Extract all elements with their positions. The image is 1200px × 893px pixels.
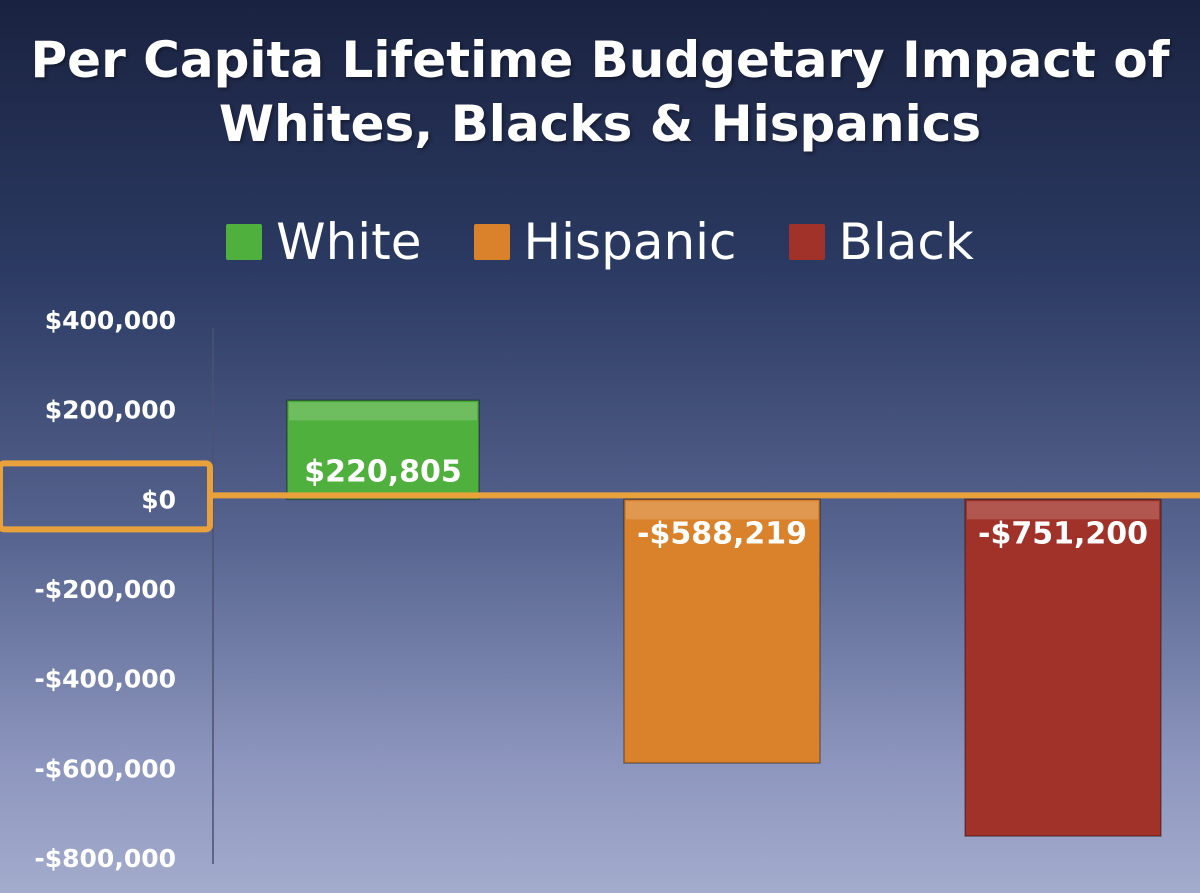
zero-highlight (0, 460, 1200, 533)
legend-swatch-hispanic (473, 224, 510, 260)
bar-shine-hispanic (626, 501, 818, 520)
legend-item-hispanic: Hispanic (473, 212, 737, 272)
bars (286, 399, 1162, 837)
chart-title-line-2: Whites, Blacks & Hispanics (218, 95, 982, 153)
legend-swatch-black (788, 224, 825, 260)
data-label-black: -$751,200 (978, 516, 1148, 551)
y-tick-label: -$600,000 (34, 754, 176, 783)
data-label-hispanic: -$588,219 (637, 516, 807, 551)
y-axis: $400,000 $200,000 $0 -$200,000 -$400,000 -$60… (34, 306, 214, 873)
legend-item-white: White (226, 212, 422, 272)
legend: White Hispanic Black (0, 210, 1200, 274)
legend-label-white: White (276, 213, 422, 271)
y-tick-label: -$400,000 (34, 665, 176, 694)
legend-label-hispanic: Hispanic (523, 213, 737, 271)
bar-hispanic (623, 498, 821, 764)
data-label-white: $220,805 (304, 454, 462, 489)
chart-title-line-1: Per Capita Lifetime Budgetary Impact of (30, 31, 1170, 89)
bar-shine-black (967, 501, 1159, 520)
y-tick-label: $0 (141, 485, 176, 514)
chart-title: Per Capita Lifetime Budgetary Impact of … (0, 28, 1200, 156)
y-tick-label: $400,000 (45, 306, 176, 335)
y-tick-label: $200,000 (45, 396, 176, 425)
legend-item-black: Black (788, 212, 974, 272)
legend-label-black: Black (838, 213, 974, 271)
legend-swatch-white (226, 224, 263, 260)
bar-black (964, 498, 1162, 837)
y-tick-label: -$200,000 (34, 575, 176, 604)
bar-shine-white (289, 402, 477, 421)
bar-white (286, 399, 480, 501)
zero-highlight-box (0, 460, 213, 533)
y-tick-label: -$800,000 (34, 844, 176, 873)
data-labels: $220,805 -$588,219 -$751,200 (304, 454, 1148, 551)
